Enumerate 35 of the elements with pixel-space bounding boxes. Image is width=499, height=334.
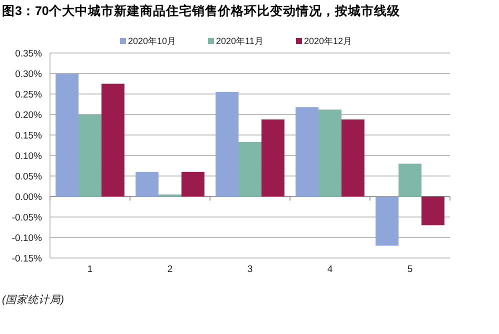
bar bbox=[296, 107, 319, 196]
bar bbox=[101, 84, 124, 196]
bar bbox=[341, 119, 364, 196]
y-tick-label: 0.30% bbox=[15, 69, 43, 80]
legend-label: 2020年10月 bbox=[128, 36, 176, 46]
x-tick-label: 4 bbox=[327, 264, 333, 275]
y-tick-label: 0.10% bbox=[15, 151, 43, 162]
bar bbox=[376, 196, 399, 246]
x-tick-label: 1 bbox=[87, 264, 93, 275]
chart-title: 图3：70个大中城市新建商品住宅销售价格环比变动情况，按城市线级 bbox=[2, 3, 401, 18]
bar bbox=[238, 142, 262, 196]
y-tick-label: 0.05% bbox=[15, 172, 43, 182]
text: (国家统计局) bbox=[2, 294, 64, 306]
bar bbox=[398, 164, 422, 196]
x-tick-label: 5 bbox=[407, 264, 413, 275]
legend-label: 2020年12月 bbox=[304, 36, 352, 46]
x-tick-label: 3 bbox=[247, 264, 253, 275]
y-tick-label: 0.25% bbox=[15, 90, 43, 100]
bar bbox=[216, 92, 239, 196]
y-tick-label: 0.15% bbox=[15, 130, 43, 142]
bar bbox=[421, 196, 444, 226]
legend-label: 2020年11月 bbox=[216, 36, 264, 46]
bar bbox=[181, 172, 204, 196]
bar bbox=[78, 114, 102, 196]
y-tick-label: 0.35% bbox=[15, 48, 43, 60]
y-tick-label: -0.05% bbox=[12, 212, 43, 224]
y-tick-label: -0.15% bbox=[12, 254, 43, 264]
y-tick-label: 0.00% bbox=[15, 192, 43, 203]
bar bbox=[56, 74, 79, 196]
y-tick-label: -0.10% bbox=[12, 233, 43, 244]
y-tick-label: 0.20% bbox=[15, 110, 43, 121]
bar bbox=[261, 119, 284, 196]
bar bbox=[136, 172, 159, 196]
x-tick-label: 2 bbox=[167, 264, 173, 275]
bar bbox=[318, 110, 342, 196]
